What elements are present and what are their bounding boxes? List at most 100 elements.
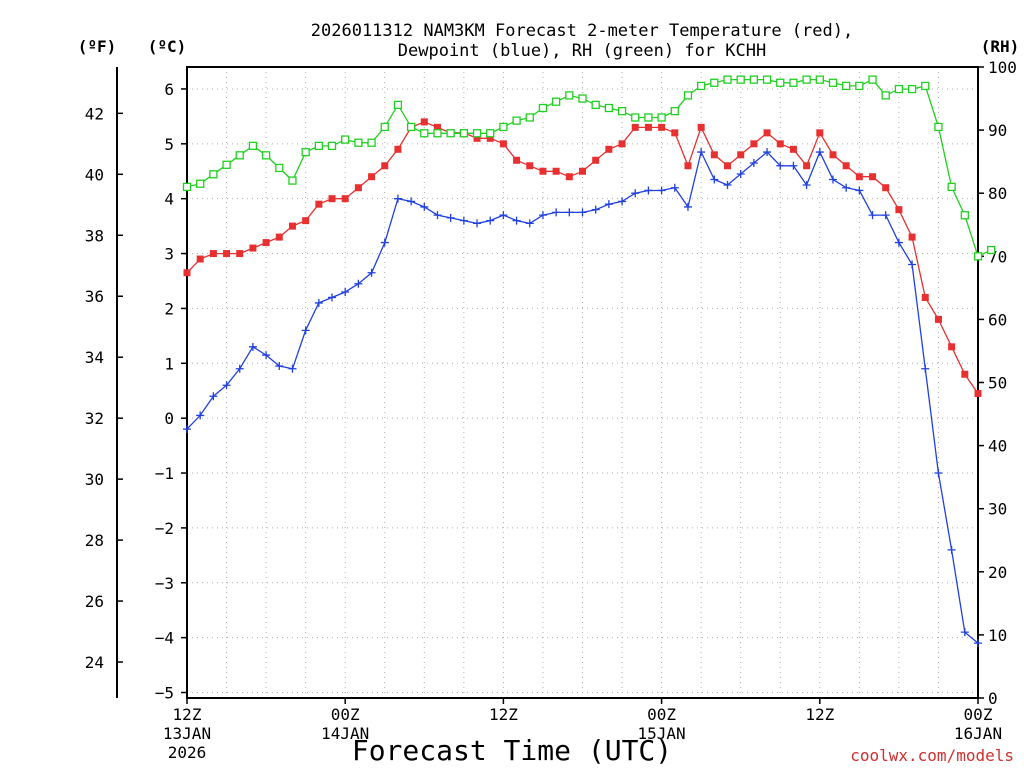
dewpoint-point	[314, 298, 323, 307]
dewpoint-point	[868, 211, 877, 220]
temperature-point	[737, 151, 745, 159]
rh-tick-label: 50	[988, 374, 1007, 393]
dewpoint-point	[657, 186, 666, 195]
rh-point	[921, 81, 930, 91]
dewpoint-point	[618, 197, 627, 206]
rh-point	[934, 122, 943, 132]
temperature-point	[776, 140, 784, 148]
temperature-point	[486, 134, 494, 142]
temperature-point	[592, 156, 600, 164]
rh-point	[420, 129, 429, 138]
temperature-point	[209, 250, 217, 258]
temperature-point	[579, 167, 586, 175]
dewpoint-point	[683, 202, 692, 211]
fahrenheit-tick-label: 34	[85, 348, 104, 367]
temperature-point	[288, 222, 296, 230]
dewpoint-point	[934, 469, 943, 478]
dewpoint-point	[512, 216, 521, 225]
temperature-point	[354, 184, 362, 192]
rh-point	[802, 75, 811, 84]
rh-point	[512, 116, 521, 125]
dewpoint-point	[499, 211, 508, 220]
rh-point	[446, 129, 455, 138]
x-tick-label: 12Z	[489, 705, 518, 724]
rh-tick-label: 80	[988, 184, 1007, 203]
dewpoint-point	[196, 411, 205, 420]
dewpoint-point	[433, 211, 442, 220]
rh-point	[670, 107, 679, 116]
fahrenheit-tick-label: 40	[85, 165, 104, 184]
dewpoint-point	[525, 219, 534, 228]
dewpoint-point	[697, 148, 706, 157]
dewpoint-point	[209, 392, 218, 401]
rh-unit-label: (RH)	[981, 37, 1020, 56]
rh-point	[182, 182, 192, 192]
rh-point	[275, 163, 284, 173]
fahrenheit-tick-label: 36	[85, 287, 104, 306]
dewpoint-point	[947, 545, 956, 554]
temperature-point	[499, 140, 507, 148]
dewpoint-point	[974, 639, 982, 648]
temperature-point	[869, 173, 877, 181]
rh-point	[248, 141, 258, 151]
credit-link[interactable]: coolwx.com/models	[850, 746, 1014, 765]
dewpoint-point	[842, 183, 851, 192]
rh-point	[776, 78, 785, 87]
fahrenheit-unit-label: (ºF)	[78, 37, 117, 56]
dewpoint-point	[565, 208, 574, 217]
dewpoint-point	[921, 364, 930, 373]
rh-tick-label: 0	[988, 689, 998, 708]
rh-point	[604, 103, 614, 113]
rh-point	[261, 151, 271, 160]
temperature-point	[816, 129, 824, 137]
temperature-point	[842, 162, 850, 170]
celsius-tick-label: −5	[155, 684, 174, 703]
rh-point	[881, 91, 890, 100]
temperature-point	[196, 255, 204, 263]
temperature-point	[526, 162, 534, 170]
dewpoint-point	[670, 183, 679, 192]
temperature-point	[315, 200, 323, 208]
rh-point	[973, 252, 983, 261]
dewpoint-point	[288, 364, 297, 373]
temperature-point	[420, 118, 428, 126]
dewpoint-point	[749, 159, 758, 168]
rh-point	[354, 138, 363, 147]
rh-point	[578, 94, 587, 103]
dewpoint-point	[552, 208, 561, 217]
celsius-tick-label: −2	[155, 519, 174, 538]
x-tick-label: 12Z	[805, 705, 834, 724]
rh-point	[538, 103, 548, 113]
celsius-tick-label: 1	[164, 354, 174, 373]
dewpoint-point	[248, 342, 257, 351]
temperature-point	[724, 162, 732, 170]
celsius-tick-label: 0	[164, 409, 174, 428]
dewpoint-point	[631, 189, 640, 198]
celsius-tick-label: 2	[164, 299, 174, 318]
rh-point	[855, 81, 864, 91]
rh-point	[815, 75, 824, 84]
temperature-point	[328, 195, 336, 203]
temperature-point	[223, 250, 231, 258]
fahrenheit-tick-label: 38	[85, 226, 104, 245]
temperature-point	[710, 151, 718, 159]
dewpoint-point	[881, 211, 890, 220]
dewpoint-point	[776, 161, 785, 170]
temperature-point	[644, 123, 652, 131]
rh-point	[459, 129, 469, 138]
rh-point	[617, 107, 627, 116]
dewpoint-point	[301, 326, 310, 335]
rh-point	[433, 129, 442, 138]
temperature-point	[684, 162, 692, 170]
dewpoint-point	[591, 205, 600, 214]
dewpoint-point	[710, 175, 719, 184]
dewpoint-point	[420, 202, 429, 211]
rh-point	[749, 75, 759, 84]
fahrenheit-tick-label: 26	[85, 592, 104, 611]
rh-point	[380, 122, 389, 132]
axes-layer: −5−4−3−2−1012345624262830323436384042010…	[85, 58, 1017, 762]
dewpoint-point	[855, 186, 864, 195]
temperature-point	[631, 123, 639, 131]
temperature-point	[974, 389, 982, 397]
